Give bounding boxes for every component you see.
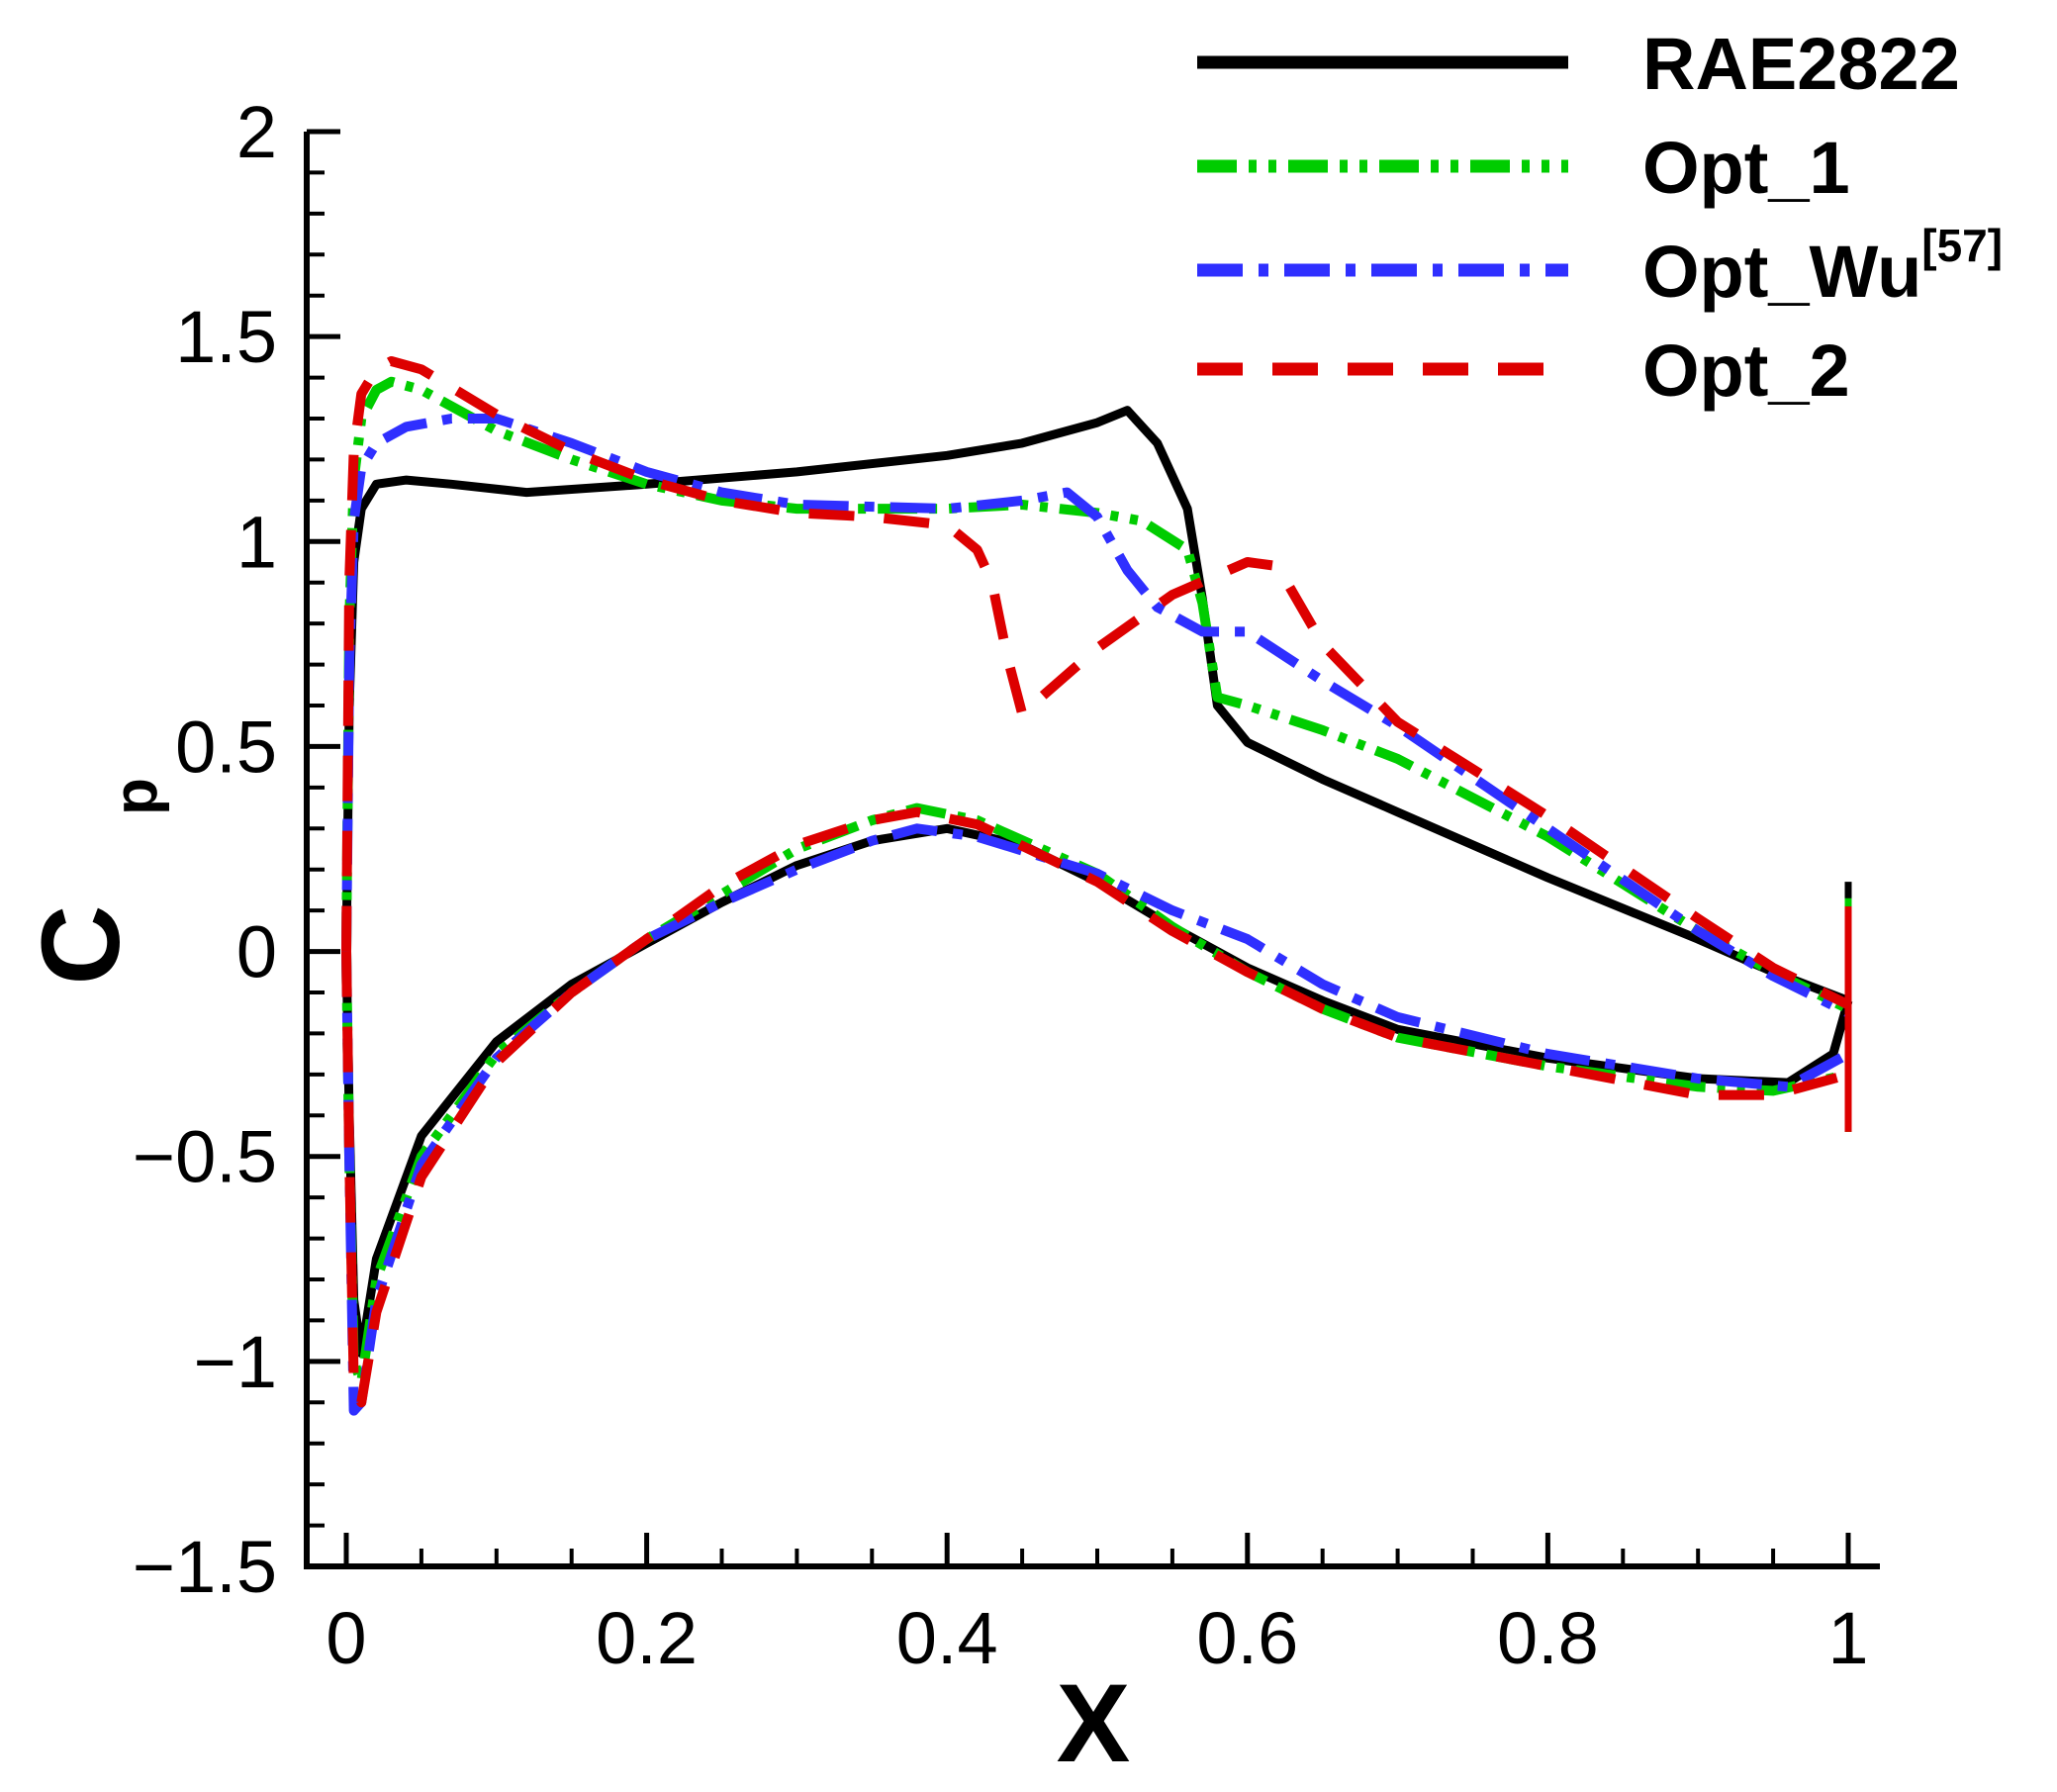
x-tick-label: 0.6 bbox=[1196, 1597, 1298, 1679]
y-axis-title-subscript: p bbox=[102, 778, 170, 815]
series-line-lower-opt-2 bbox=[341, 806, 1850, 1408]
series-line-upper-opt-wu bbox=[341, 414, 1851, 1018]
y-tick-label: 1 bbox=[236, 501, 277, 583]
series-line-upper-opt-1 bbox=[341, 376, 1851, 1014]
legend-label-opt-1: Opt_1 bbox=[1642, 127, 1850, 209]
y-axis-title-group: C p bbox=[19, 778, 170, 985]
y-tick-label: 2 bbox=[236, 91, 277, 173]
series-line-lower-opt-1 bbox=[341, 802, 1850, 1387]
legend-label-opt-2: Opt_2 bbox=[1642, 330, 1850, 412]
legend-label-opt-wu: Opt_Wu[57] bbox=[1642, 220, 2003, 313]
x-tick-label: 0.4 bbox=[896, 1597, 998, 1679]
plot-axes bbox=[304, 132, 1880, 1569]
x-tick-label: 0.8 bbox=[1497, 1597, 1599, 1679]
series-line-lower-opt-wu bbox=[341, 823, 1851, 1416]
x-tick-label: 0 bbox=[326, 1597, 366, 1679]
x-tick-label: 1 bbox=[1827, 1597, 1868, 1679]
y-tick-label: −1 bbox=[194, 1321, 277, 1403]
y-axis-title: C bbox=[19, 905, 142, 986]
series-line-upper-rae2822 bbox=[341, 406, 1850, 1005]
x-axis-title: X bbox=[1057, 1661, 1131, 1785]
legend: RAE2822 Opt_1 Opt_Wu[57] Opt_2 bbox=[1197, 23, 2003, 412]
series-line-upper-opt-2 bbox=[341, 356, 1851, 1009]
axis-ticks: −1.5 −1 −0.5 0 0.5 1 1.5 2 0 0.2 0.4 0.6 0.8 1 bbox=[133, 91, 1869, 1679]
y-tick-label: 1.5 bbox=[175, 296, 277, 378]
y-tick-label: 0 bbox=[236, 911, 277, 993]
series-layer bbox=[341, 356, 1853, 1416]
y-tick-label: 0.5 bbox=[175, 706, 277, 788]
y-tick-label: −1.5 bbox=[133, 1526, 277, 1608]
series-opt-2 bbox=[341, 356, 1852, 1408]
x-tick-label: 0.2 bbox=[596, 1597, 698, 1679]
series-opt-wu bbox=[341, 414, 1852, 1416]
y-tick-label: −0.5 bbox=[133, 1116, 277, 1198]
legend-label-rae2822: RAE2822 bbox=[1642, 23, 1960, 105]
legend-superscript-opt-wu: [57] bbox=[1921, 220, 2003, 271]
